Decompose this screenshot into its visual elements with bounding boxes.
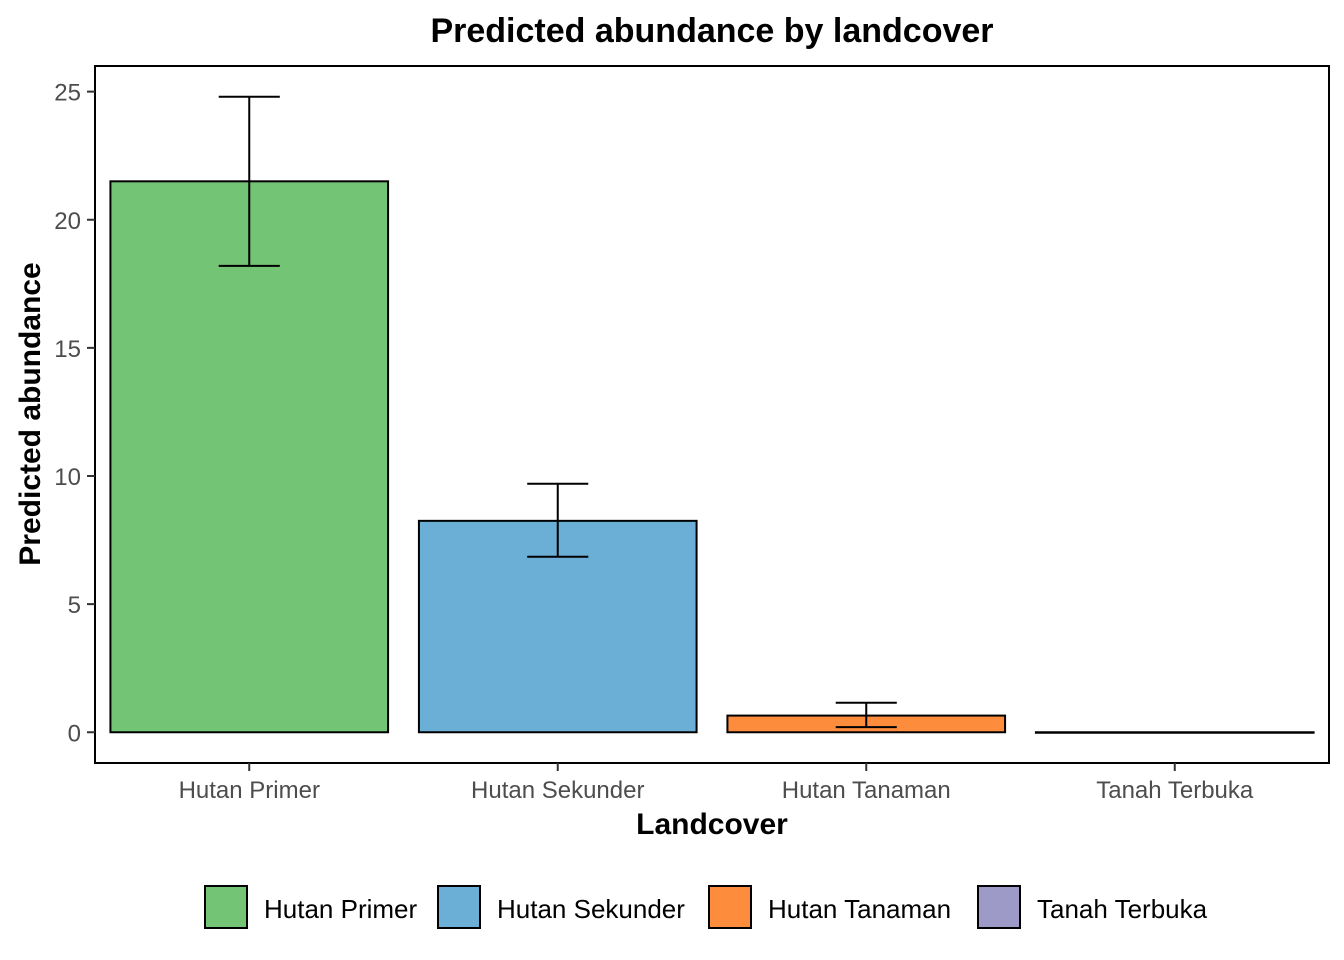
plot-border — [94, 65, 1330, 764]
legend-item-tanah-terbuka: Tanah Terbuka — [977, 885, 1208, 929]
y-tick-label: 20 — [54, 208, 81, 235]
plot-area — [94, 65, 1330, 764]
legend-item-hutan-sekunder: Hutan Sekunder — [437, 885, 685, 929]
y-tick-label: 10 — [54, 464, 81, 491]
legend-label: Tanah Terbuka — [1037, 894, 1208, 924]
legend-swatch — [977, 885, 1021, 929]
y-tick-label: 0 — [68, 720, 81, 747]
error-bar-hutan-tanaman — [835, 701, 897, 729]
error-bar-hutan-primer — [218, 95, 280, 267]
x-tick-label: Hutan Tanaman — [782, 777, 951, 804]
legend-label: Hutan Primer — [264, 894, 417, 924]
bar-hutan-primer — [109, 180, 390, 734]
legend-label: Hutan Sekunder — [497, 894, 685, 924]
legend-swatch — [708, 885, 752, 929]
legend: Hutan Primer Hutan Sekunder Hutan Tanaman T… — [204, 885, 1208, 929]
y-axis-title: Predicted abundance — [14, 262, 47, 565]
x-axis-title: Landcover — [636, 808, 788, 841]
x-tick-label: Hutan Primer — [179, 777, 320, 804]
legend-swatch — [437, 885, 481, 929]
legend-item-hutan-tanaman: Hutan Tanaman — [708, 885, 951, 929]
bar-tanah-terbuka — [1034, 731, 1315, 734]
x-tick-label: Tanah Terbuka — [1096, 777, 1254, 804]
error-bar-hutan-sekunder — [527, 482, 589, 558]
y-tick-label: 25 — [54, 80, 81, 107]
legend-item-hutan-primer: Hutan Primer — [204, 885, 417, 929]
x-axis: Hutan Primer Hutan Sekunder Hutan Tanaman T… — [179, 763, 1254, 804]
legend-label: Hutan Tanaman — [768, 894, 951, 924]
legend-swatch — [204, 885, 248, 929]
y-tick-label: 15 — [54, 336, 81, 363]
x-tick-label: Hutan Sekunder — [471, 777, 644, 804]
y-axis: 0 5 10 15 20 25 — [54, 80, 95, 747]
chart-title: Predicted abundance by landcover — [430, 12, 993, 50]
y-tick-label: 5 — [68, 592, 81, 619]
